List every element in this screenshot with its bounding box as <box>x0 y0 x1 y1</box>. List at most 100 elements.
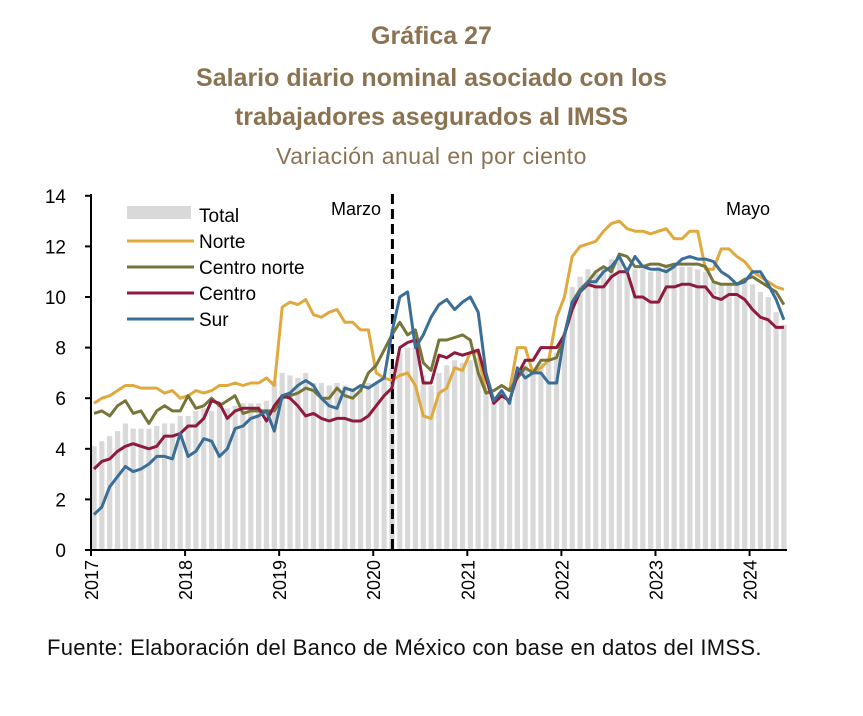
bar-total <box>483 388 489 550</box>
bar-total <box>436 372 442 550</box>
y-tick-label: 14 <box>45 187 67 208</box>
bar-total <box>491 398 497 550</box>
bar-total <box>185 415 191 550</box>
bar-total <box>648 271 654 550</box>
bar-total <box>781 324 787 550</box>
bar-total <box>279 372 285 550</box>
bar-total <box>107 436 113 550</box>
x-tick-label: 2020 <box>364 560 384 600</box>
y-tick-label: 12 <box>45 237 66 258</box>
bar-total <box>130 428 136 550</box>
x-tick-label: 2018 <box>176 560 196 600</box>
bar-total <box>569 286 575 550</box>
chart-units-subtitle: Variación anual en por ciento <box>276 143 587 169</box>
x-tick-label: 2022 <box>552 560 572 600</box>
bar-total <box>193 410 199 550</box>
bar-total <box>695 269 701 550</box>
bar-total <box>342 385 348 550</box>
bar-total <box>475 357 481 550</box>
bar-total <box>169 423 175 550</box>
bar-total <box>232 405 238 550</box>
bar-total <box>365 383 371 550</box>
bar-total <box>632 269 638 550</box>
chart-title-line1: Salario diario nominal asociado con los <box>196 64 667 92</box>
bar-total <box>138 428 144 550</box>
bar-total <box>616 256 622 550</box>
bar-total <box>577 276 583 550</box>
annotation-marzo: Marzo <box>331 199 381 219</box>
bar-total <box>310 383 317 550</box>
bar-total <box>553 352 560 550</box>
bar-total <box>655 266 662 550</box>
bar-total <box>412 347 419 550</box>
bar-total <box>608 259 615 550</box>
line-sur <box>92 255 786 516</box>
bar-total <box>177 415 183 550</box>
y-tick-label: 2 <box>55 490 66 511</box>
bar-total <box>734 281 740 550</box>
bar-total <box>381 375 387 550</box>
bar-total <box>350 388 356 550</box>
bar-total <box>710 281 716 550</box>
line-centro-norte <box>93 252 786 425</box>
bar-total <box>444 365 450 550</box>
bar-total <box>671 266 677 550</box>
x-tick-label: 2023 <box>646 560 666 600</box>
bar-total <box>514 372 520 550</box>
legend-label: Sur <box>199 310 229 331</box>
bar-total <box>287 375 293 550</box>
bar-total <box>303 372 309 550</box>
y-tick-label: 6 <box>55 389 66 410</box>
bar-total <box>506 398 513 550</box>
bar-total <box>585 269 591 550</box>
bar-total <box>271 380 277 550</box>
bar-total <box>161 423 168 550</box>
bar-total <box>224 408 230 550</box>
x-tick-label: 2021 <box>458 560 478 600</box>
line-centro <box>92 270 784 471</box>
bar-total <box>91 446 97 550</box>
bar-total <box>154 426 160 550</box>
bar-total <box>122 423 128 550</box>
bar-total <box>326 385 332 550</box>
bar-total <box>757 291 763 550</box>
chart-number-title: Gráfica 27 <box>371 22 492 50</box>
bar-total <box>146 428 152 550</box>
bar-total <box>687 266 693 550</box>
bar-total <box>373 383 379 550</box>
chart-title-line2: trabajadores asegurados al IMSS <box>234 103 629 131</box>
annotation-mayo: Mayo <box>726 199 770 219</box>
bar-total <box>522 365 528 550</box>
bar-total <box>601 266 607 550</box>
bar-total <box>546 357 552 550</box>
source-note: Fuente: Elaboración del Banco de México … <box>47 635 762 660</box>
bar-total <box>420 375 426 550</box>
bar-total <box>209 410 215 550</box>
line-norte <box>93 219 785 420</box>
bar-total <box>624 266 630 550</box>
x-tick-label: 2017 <box>82 560 102 600</box>
bar-total <box>201 408 207 550</box>
bar-total <box>467 360 473 550</box>
bar-total <box>99 441 105 550</box>
bar-total <box>357 388 364 550</box>
bar-total <box>702 271 709 550</box>
bar-total <box>459 362 466 550</box>
bar-total <box>773 312 779 550</box>
bar-total <box>397 352 403 550</box>
y-tick-label: 10 <box>45 288 66 309</box>
bar-total <box>765 297 771 550</box>
bar-total <box>718 284 724 550</box>
bar-total <box>679 266 685 550</box>
bar-total <box>561 332 567 550</box>
legend-label: Centro norte <box>199 258 305 279</box>
bar-total <box>499 393 505 550</box>
bar-total <box>726 284 732 550</box>
y-tick-label: 4 <box>55 440 66 461</box>
x-tick-label: 2024 <box>741 560 761 600</box>
y-tick-label: 0 <box>55 541 66 562</box>
legend-label: Norte <box>199 232 245 253</box>
legend-label: Centro <box>199 284 256 305</box>
bar-total <box>240 403 246 550</box>
